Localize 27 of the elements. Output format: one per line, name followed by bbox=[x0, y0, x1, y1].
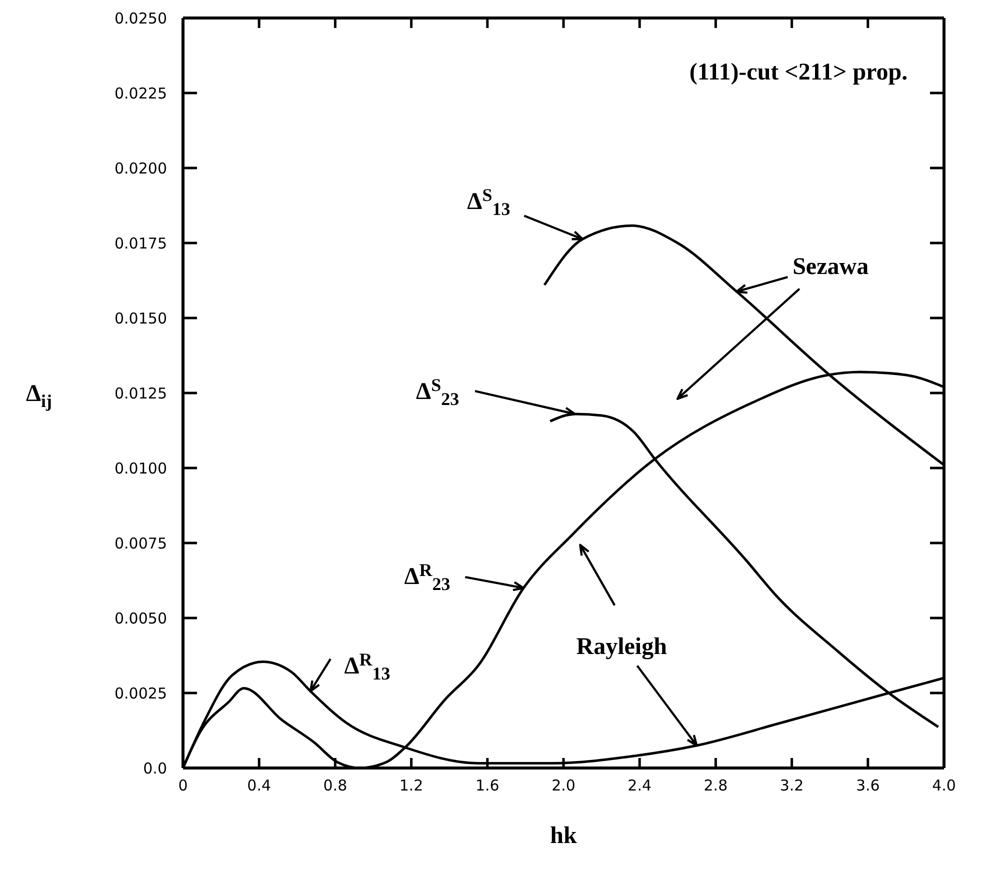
x-tick-label: 2.4 bbox=[628, 776, 652, 795]
annotation: Rayleigh bbox=[576, 634, 667, 660]
annotation: (111)-cut <211> prop. bbox=[689, 59, 908, 86]
x-tick-label: 3.6 bbox=[856, 776, 880, 795]
y-tick-label: 0.0150 bbox=[114, 309, 167, 328]
x-tick-label: 0 bbox=[178, 776, 188, 795]
x-axis-title: hk bbox=[550, 823, 578, 849]
y-tick-label: 0.0075 bbox=[114, 534, 167, 552]
x-tick-label: 1.2 bbox=[399, 776, 424, 795]
y-tick-label: 0.0250 bbox=[114, 9, 167, 28]
x-tick-label: 4.0 bbox=[932, 776, 956, 795]
x-tick-label: 2.0 bbox=[552, 776, 576, 795]
y-tick-label: 0.0125 bbox=[114, 384, 167, 402]
annotation: Sezawa bbox=[792, 254, 869, 280]
x-tick-label: 0.8 bbox=[323, 776, 348, 795]
x-tick-label: 2.8 bbox=[704, 776, 728, 795]
x-tick-label: 3.2 bbox=[780, 776, 804, 795]
y-tick-label: 0.0200 bbox=[114, 159, 167, 178]
y-tick-label: 0.0025 bbox=[114, 684, 167, 702]
y-tick-label: 0.0175 bbox=[114, 234, 167, 252]
x-tick-label: 1.6 bbox=[475, 776, 500, 795]
y-axis-title: Δ$_{ij}$ bbox=[26, 381, 52, 412]
x-tick-label: 0.4 bbox=[247, 776, 272, 795]
y-tick-label: 0.0100 bbox=[114, 459, 167, 478]
y-tick-label: 0.0 bbox=[143, 759, 167, 778]
y-tick-label: 0.0225 bbox=[114, 84, 167, 102]
y-tick-label: 0.0050 bbox=[114, 609, 167, 628]
